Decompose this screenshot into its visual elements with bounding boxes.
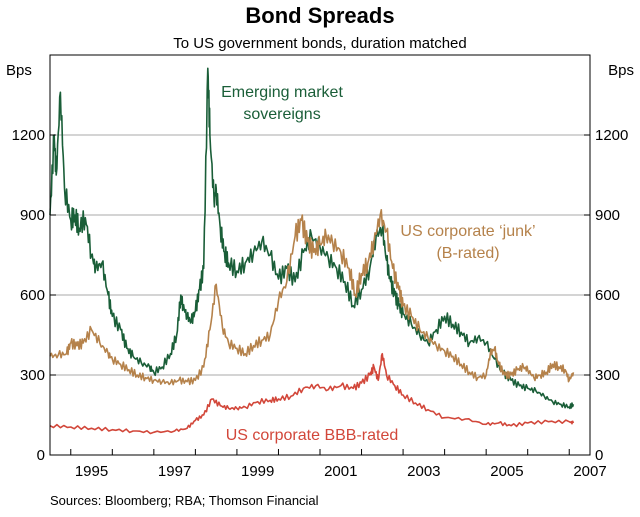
series-lines: [49, 67, 575, 435]
ytick-label-left-0: 0: [37, 447, 45, 464]
annotation-bbb: US corporate BBB-rated: [226, 427, 399, 444]
annotation-junk-line2: (B-rated): [436, 245, 499, 262]
source-note: Sources: Bloomberg; RBA; Thomson Financi…: [50, 493, 319, 508]
xtick-label-1999: 1999: [241, 463, 274, 480]
ytick-label-left-900: 900: [20, 207, 45, 224]
ytick-label-left-300: 300: [20, 367, 45, 384]
y-unit-left: Bps: [6, 62, 32, 79]
ytick-label-right-300: 300: [595, 367, 620, 384]
chart-subtitle: To US government bonds, duration matched: [173, 35, 467, 52]
series-line-junk: [49, 209, 575, 386]
xtick-label-1997: 1997: [158, 463, 191, 480]
annotation-emerging-line1: Emerging market: [221, 84, 343, 101]
annotation-junk-line1: US corporate ‘junk’: [400, 223, 535, 240]
series-line-emerging: [49, 67, 575, 410]
y-unit-right: Bps: [608, 62, 634, 79]
xtick-label-2001: 2001: [324, 463, 357, 480]
xtick-label-2003: 2003: [407, 463, 440, 480]
ytick-label-right-0: 0: [595, 447, 603, 464]
ytick-label-right-900: 900: [595, 207, 620, 224]
ytick-label-right-1200: 1200: [595, 127, 628, 144]
xtick-label-2005: 2005: [490, 463, 523, 480]
tick-labels: 0 0 300 300 600 600 900 900 1200 1200 1995 1997 1999…: [12, 127, 629, 480]
series-line-bbb: [49, 352, 575, 435]
xtick-label-1995: 1995: [75, 463, 108, 480]
ytick-label-left-600: 600: [20, 287, 45, 304]
ytick-label-right-600: 600: [595, 287, 620, 304]
ytick-label-left-1200: 1200: [12, 127, 45, 144]
chart-title: Bond Spreads: [245, 3, 394, 28]
axes: [49, 54, 591, 456]
annotation-emerging-line2: sovereigns: [243, 106, 320, 123]
xtick-label-2007: 2007: [573, 463, 606, 480]
